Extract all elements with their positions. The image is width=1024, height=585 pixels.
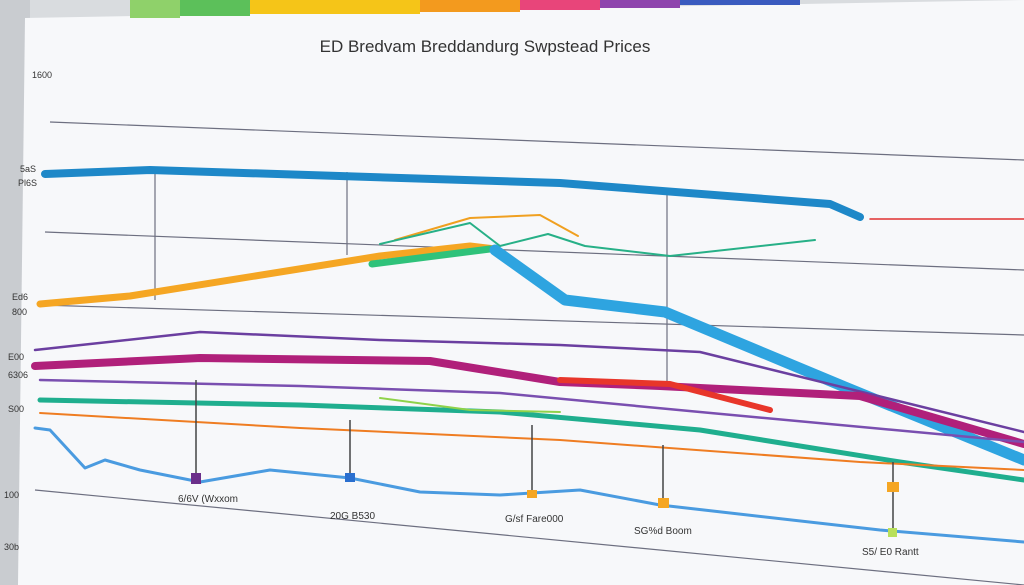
line-blue-top xyxy=(41,166,864,221)
annotation: S5/ E0 Rantt xyxy=(862,547,919,558)
strip-blue xyxy=(680,0,800,5)
axis-label: 5aS xyxy=(20,164,36,174)
annotation: SG%d Boom xyxy=(634,526,692,537)
strip-orange xyxy=(420,0,520,12)
marker xyxy=(887,482,899,492)
line-orange-low xyxy=(39,412,1024,471)
line-teal-thin xyxy=(379,222,816,257)
line-red xyxy=(557,377,773,413)
line-blue-low xyxy=(33,426,1024,544)
axis-label: 800 xyxy=(12,307,27,317)
axis-label: 6306 xyxy=(8,370,28,380)
title: ED Bredvam Breddandurg Swpstead Prices xyxy=(320,37,651,56)
marker xyxy=(191,473,201,484)
line-green xyxy=(368,245,494,268)
strip-yellow xyxy=(250,0,420,14)
line-lime xyxy=(379,397,561,413)
axis-label: S00 xyxy=(8,404,24,414)
line-orange-thin xyxy=(394,214,579,241)
marker-stems xyxy=(195,380,894,532)
strip-purple xyxy=(600,0,680,8)
annotation: 20G B530 xyxy=(330,511,375,522)
axis-label: 100 xyxy=(4,490,19,500)
annotation: G/sf Fare000 xyxy=(505,514,564,525)
axis-label: Pl6S xyxy=(18,178,37,188)
line-purple xyxy=(33,330,1024,434)
marker xyxy=(888,528,897,537)
line-violet xyxy=(38,378,1024,444)
annotation: 6/6V (Wxxom xyxy=(178,494,238,505)
axis-labels: 1600 5aS Pl6S Ed6 800 E00 6306 S00 100 3… xyxy=(4,70,52,552)
axis-label: 1600 xyxy=(32,70,52,80)
lines xyxy=(31,166,1024,544)
grid-line xyxy=(39,304,1024,336)
strip-green xyxy=(130,0,180,18)
markers xyxy=(191,380,899,537)
grid xyxy=(34,121,1024,585)
axis-label: Ed6 xyxy=(12,292,28,302)
board xyxy=(18,0,1024,585)
strip-pink xyxy=(520,0,600,10)
axis-label: E00 xyxy=(8,352,24,362)
grid-line xyxy=(44,231,1024,271)
marker xyxy=(527,490,537,498)
grid-line xyxy=(34,489,1024,585)
marker xyxy=(345,473,355,482)
color-strip xyxy=(130,0,800,18)
annotations: 6/6V (Wxxom 20G B530 G/sf Fare000 SG%d B… xyxy=(178,494,919,558)
grid-line xyxy=(49,121,1024,161)
strip-green-dark xyxy=(180,0,250,16)
marker xyxy=(658,498,669,508)
axis-label: 30b xyxy=(4,542,19,552)
